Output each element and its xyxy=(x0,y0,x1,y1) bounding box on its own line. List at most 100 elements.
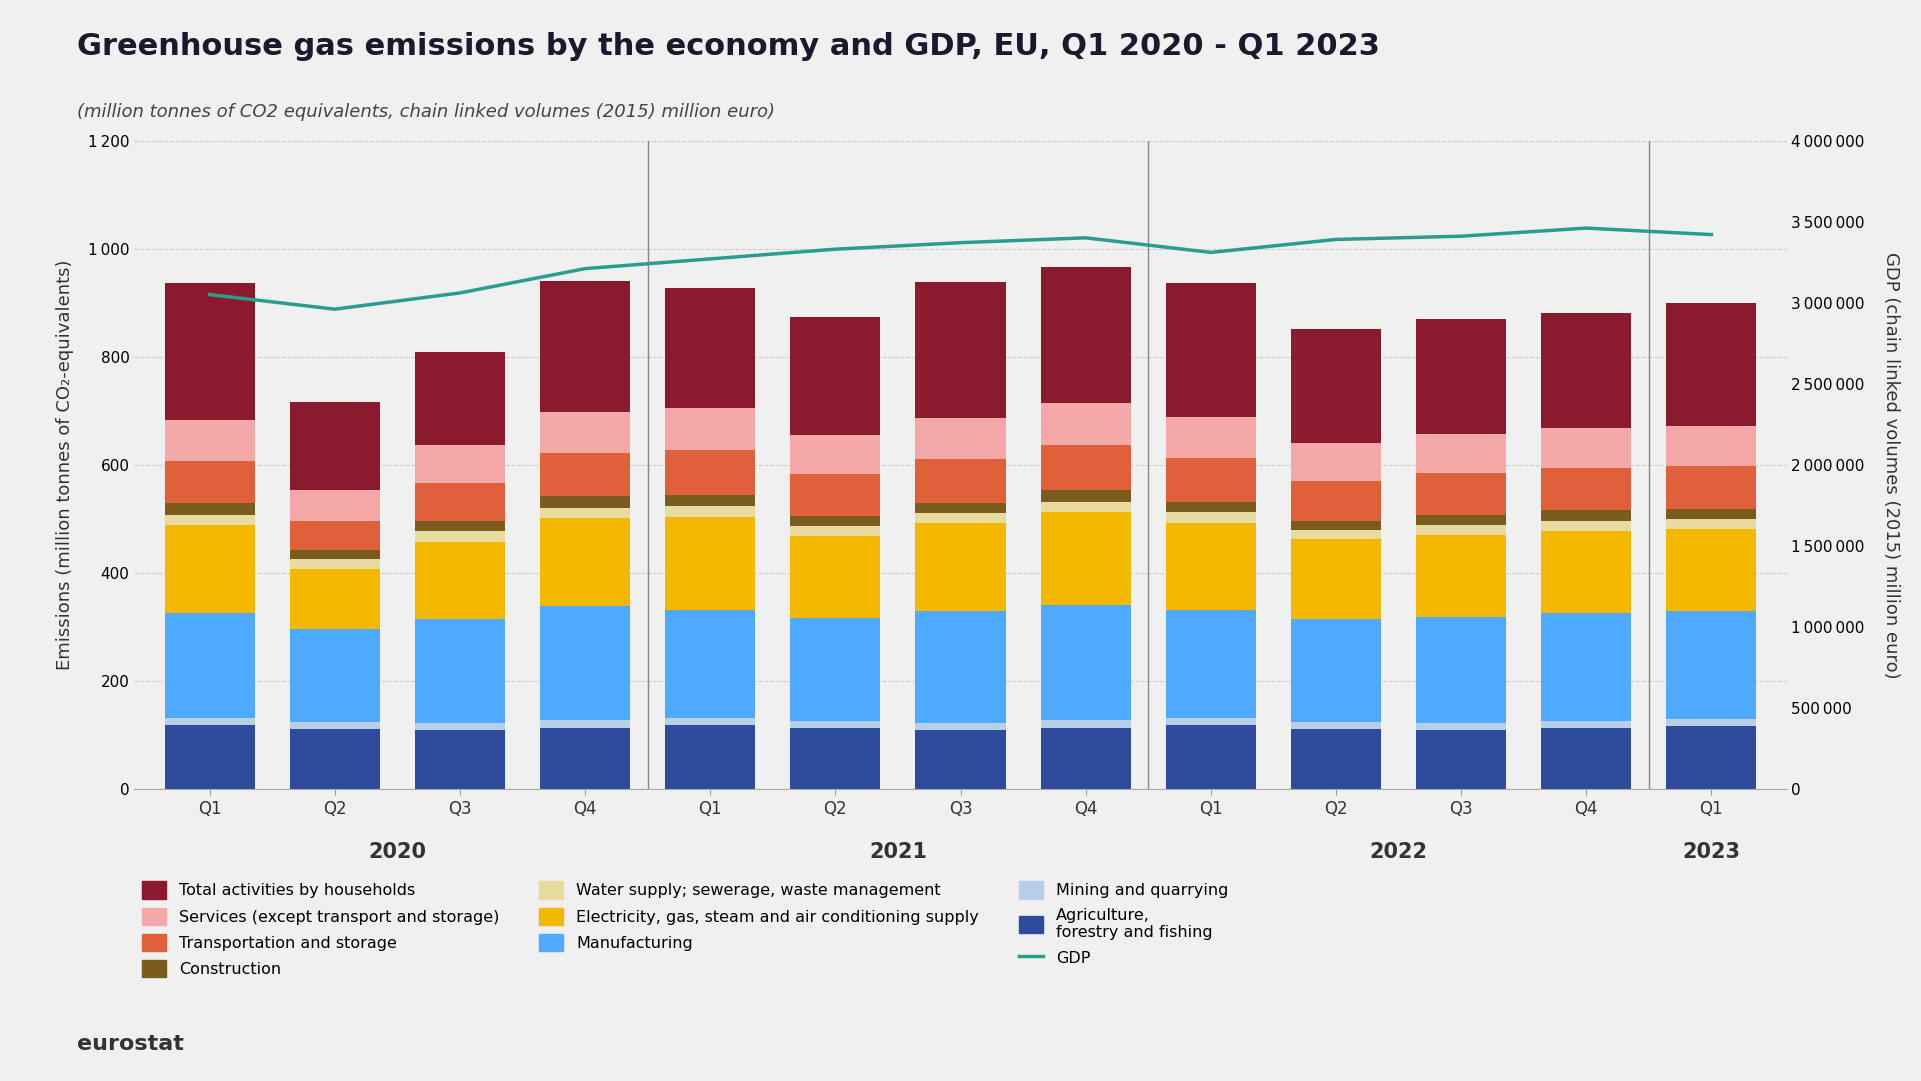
Bar xyxy=(665,506,755,517)
Bar xyxy=(1541,428,1631,468)
Bar xyxy=(165,718,255,725)
Bar xyxy=(916,459,1005,503)
Bar xyxy=(290,521,380,550)
Bar xyxy=(165,525,255,613)
Legend: Total activities by households, Services (except transport and storage), Transpo: Total activities by households, Services… xyxy=(142,881,1228,977)
Text: 2020: 2020 xyxy=(369,842,426,862)
Bar xyxy=(1166,417,1256,458)
Bar xyxy=(540,605,630,720)
Bar xyxy=(1041,445,1131,490)
Bar xyxy=(1541,721,1631,729)
Bar xyxy=(1666,529,1756,611)
Bar xyxy=(1291,329,1381,443)
Bar xyxy=(1291,481,1381,520)
Bar xyxy=(1666,720,1756,726)
Bar xyxy=(1166,458,1256,502)
Bar xyxy=(916,523,1005,611)
Bar xyxy=(1291,729,1381,789)
Bar xyxy=(790,435,880,473)
Bar xyxy=(540,518,630,605)
Bar xyxy=(540,453,630,496)
Bar xyxy=(1541,613,1631,721)
Bar xyxy=(1416,433,1506,473)
Bar xyxy=(665,718,755,725)
Bar xyxy=(290,550,380,559)
Bar xyxy=(665,610,755,718)
Bar xyxy=(665,450,755,494)
Bar xyxy=(1541,520,1631,531)
Bar xyxy=(415,521,505,532)
Bar xyxy=(1041,490,1131,502)
Bar xyxy=(1041,728,1131,789)
Bar xyxy=(790,317,880,435)
Bar xyxy=(540,720,630,728)
Bar xyxy=(165,419,255,461)
Bar xyxy=(1416,515,1506,524)
Bar xyxy=(1041,403,1131,445)
Bar xyxy=(540,412,630,453)
Bar xyxy=(540,496,630,507)
Bar xyxy=(790,473,880,517)
Bar xyxy=(415,531,505,542)
Bar xyxy=(665,288,755,408)
Bar xyxy=(916,418,1005,459)
Bar xyxy=(790,729,880,789)
Bar xyxy=(916,722,1005,730)
Y-axis label: GDP (chain linked volumes (2015) million euro): GDP (chain linked volumes (2015) million… xyxy=(1881,252,1900,678)
Bar xyxy=(916,730,1005,789)
Bar xyxy=(1416,534,1506,617)
Bar xyxy=(1291,722,1381,729)
Bar xyxy=(1416,723,1506,730)
Text: 2021: 2021 xyxy=(868,842,928,862)
Bar xyxy=(1416,319,1506,433)
Bar xyxy=(1041,512,1131,605)
Bar xyxy=(415,618,505,722)
Bar xyxy=(1541,468,1631,510)
Bar xyxy=(1041,605,1131,720)
Bar xyxy=(1541,313,1631,428)
Bar xyxy=(1166,522,1256,610)
Bar xyxy=(1666,303,1756,426)
Bar xyxy=(165,461,255,504)
Bar xyxy=(665,517,755,610)
Bar xyxy=(1666,508,1756,519)
Bar xyxy=(1166,502,1256,512)
Bar xyxy=(290,559,380,569)
Bar xyxy=(916,512,1005,523)
Bar xyxy=(916,503,1005,512)
Bar xyxy=(415,351,505,445)
Bar xyxy=(1666,726,1756,789)
Bar xyxy=(1541,510,1631,520)
Bar xyxy=(290,729,380,789)
Y-axis label: Emissions (million tonnes of CO₂-equivalents): Emissions (million tonnes of CO₂-equival… xyxy=(56,259,75,670)
Bar xyxy=(415,542,505,618)
Bar xyxy=(1041,720,1131,728)
Bar xyxy=(165,725,255,789)
Bar xyxy=(415,730,505,789)
Bar xyxy=(1416,473,1506,515)
Bar xyxy=(165,503,255,515)
Bar xyxy=(665,408,755,450)
Bar xyxy=(1416,617,1506,723)
Text: eurostat: eurostat xyxy=(77,1033,184,1054)
Bar xyxy=(1291,443,1381,481)
Bar xyxy=(1291,520,1381,530)
Bar xyxy=(1541,531,1631,613)
Bar xyxy=(1416,730,1506,789)
Bar xyxy=(1666,519,1756,529)
Bar xyxy=(1041,267,1131,403)
Bar xyxy=(165,515,255,525)
Bar xyxy=(1041,502,1131,512)
Bar xyxy=(1166,610,1256,718)
Bar xyxy=(290,402,380,490)
Bar xyxy=(415,722,505,730)
Bar xyxy=(790,721,880,729)
Bar xyxy=(290,629,380,722)
Bar xyxy=(290,490,380,521)
Bar xyxy=(1416,524,1506,534)
Bar xyxy=(916,611,1005,722)
Text: 2023: 2023 xyxy=(1683,842,1740,862)
Bar xyxy=(1666,611,1756,720)
Bar xyxy=(916,282,1005,418)
Bar xyxy=(790,525,880,536)
